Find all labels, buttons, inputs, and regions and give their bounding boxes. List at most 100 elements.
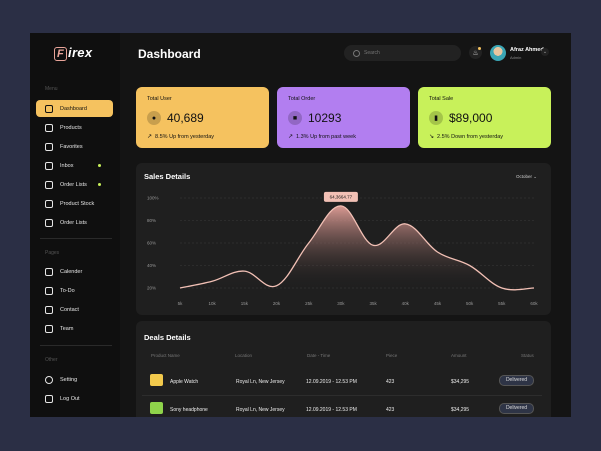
todo-icon bbox=[45, 286, 53, 295]
x-tick-label: 40k bbox=[402, 301, 410, 306]
user-role: Admin bbox=[510, 55, 522, 60]
location: Royal Ln, New Jersey bbox=[236, 407, 285, 413]
sidebar-item-label: Calender bbox=[60, 268, 83, 275]
sidebar-item-team[interactable]: Team bbox=[36, 320, 113, 337]
panel-title: Sales Details bbox=[144, 172, 191, 181]
sidebar-item-label: Favorites bbox=[60, 143, 83, 150]
trend-up-icon: ↗ bbox=[288, 134, 294, 140]
sidebar-item-todo[interactable]: To-Do bbox=[36, 282, 113, 299]
sidebar-item-label: Log Out bbox=[60, 395, 80, 402]
table-row[interactable]: Apple Watch Royal Ln, New Jersey 12.09.2… bbox=[142, 372, 542, 392]
x-tick-label: 55k bbox=[498, 301, 506, 306]
date-time: 12.09.2019 - 12.53 PM bbox=[306, 407, 357, 413]
stat-title: Total User bbox=[147, 96, 172, 102]
unread-dot bbox=[98, 164, 101, 167]
stat-trend-text: 1.3% Up from past week bbox=[296, 133, 356, 140]
menu-section-label: Menu bbox=[45, 86, 58, 92]
sidebar-item-favorites[interactable]: Favorites bbox=[36, 138, 113, 155]
sidebar-item-label: Team bbox=[60, 325, 74, 332]
trend-up-icon: ↗ bbox=[147, 134, 153, 140]
stat-trend-text: 8.5% Up from yesterday bbox=[155, 133, 215, 140]
y-tick-label: 20% bbox=[147, 286, 156, 291]
team-icon bbox=[45, 324, 53, 333]
chart-icon: ▮ bbox=[429, 111, 443, 125]
inbox-icon bbox=[45, 161, 53, 170]
notification-dot bbox=[478, 47, 481, 50]
unread-dot bbox=[98, 183, 101, 186]
sidebar-divider bbox=[40, 238, 112, 239]
sales-area-fill bbox=[180, 205, 534, 290]
sidebar-item-label: Product Stock bbox=[60, 200, 95, 207]
user-name: Afraz Ahmed bbox=[510, 47, 544, 53]
column-header: Amount bbox=[451, 353, 467, 358]
list-icon bbox=[45, 180, 53, 189]
notification-button[interactable]: ♨ bbox=[469, 46, 482, 59]
x-tick-label: 10k bbox=[209, 301, 217, 306]
tooltip-value: 64,3664.77 bbox=[330, 194, 353, 199]
sidebar-item-label: Contact bbox=[60, 306, 79, 313]
sidebar-item-label: Order Lists bbox=[60, 181, 87, 188]
y-tick-label: 100% bbox=[147, 196, 159, 201]
stat-card-total-sale[interactable]: Total Sale ▮ $89,000 ↘ 2.5% Down from yes… bbox=[418, 87, 551, 148]
sidebar-divider bbox=[40, 345, 112, 346]
month-select[interactable]: October ⌄ bbox=[515, 174, 537, 179]
sidebar-item-product-stock[interactable]: Product Stock bbox=[36, 195, 113, 212]
product-thumbnail bbox=[150, 402, 163, 414]
chevron-down-icon[interactable]: ⌄ bbox=[541, 48, 549, 56]
sidebar-item-label: Order Lists bbox=[60, 219, 87, 226]
table-row[interactable]: Sony headphone Royal Ln, New Jersey 12.0… bbox=[142, 400, 542, 417]
product-thumbnail bbox=[150, 374, 163, 386]
cube-icon bbox=[45, 199, 53, 208]
x-tick-label: 15k bbox=[241, 301, 249, 306]
trend-down-icon: ↘ bbox=[429, 134, 435, 140]
other-section-label: Other bbox=[45, 357, 58, 363]
page-title: Dashboard bbox=[138, 47, 201, 61]
sidebar-item-calender[interactable]: Calender bbox=[36, 263, 113, 280]
stat-title: Total Order bbox=[288, 96, 316, 102]
logo-text: irex bbox=[68, 45, 93, 60]
logo-mark: F bbox=[54, 47, 68, 61]
logout-icon bbox=[45, 394, 53, 403]
stat-trend: ↗ 1.3% Up from past week bbox=[288, 133, 356, 141]
sidebar-item-products[interactable]: Products bbox=[36, 119, 113, 136]
sales-details-panel: Sales Details October ⌄ 100% 80% 60% 40% 20%… bbox=[136, 163, 551, 315]
avatar[interactable] bbox=[490, 45, 506, 61]
sidebar-item-order-lists-2[interactable]: Order Lists bbox=[36, 214, 113, 231]
piece: 423 bbox=[386, 407, 395, 413]
sidebar-item-order-lists[interactable]: Order Lists bbox=[36, 176, 113, 193]
sidebar-item-contact[interactable]: Contact bbox=[36, 301, 113, 318]
x-tick-label: 30k bbox=[337, 301, 345, 306]
dashboard-icon bbox=[45, 104, 53, 113]
status-badge: Delivered bbox=[499, 403, 534, 414]
search-input[interactable] bbox=[364, 50, 444, 56]
deals-details-panel: Deals Details Product Name Location Date… bbox=[136, 321, 551, 417]
stat-title: Total Sale bbox=[429, 96, 454, 102]
gear-icon bbox=[45, 375, 53, 384]
sidebar-item-logout[interactable]: Log Out bbox=[36, 390, 113, 407]
list-icon bbox=[45, 218, 53, 227]
heart-icon bbox=[45, 142, 53, 151]
sidebar-item-label: Inbox bbox=[60, 162, 74, 169]
users-icon: ● bbox=[147, 111, 161, 125]
sidebar-item-dashboard[interactable]: Dashboard bbox=[36, 100, 113, 117]
stat-card-total-order[interactable]: Total Order ■ 10293 ↗ 1.3% Up from past w… bbox=[277, 87, 410, 148]
stat-value: 10293 bbox=[308, 111, 342, 125]
y-tick-label: 40% bbox=[147, 263, 156, 268]
stat-card-total-user[interactable]: Total User ● 40,689 ↗ 8.5% Up from yester… bbox=[136, 87, 269, 148]
search-bar[interactable] bbox=[344, 45, 461, 61]
sidebar-item-label: Dashboard bbox=[60, 105, 87, 112]
sidebar-item-setting[interactable]: Setting bbox=[36, 371, 113, 388]
sidebar-item-label: To-Do bbox=[60, 287, 75, 294]
y-tick-label: 60% bbox=[147, 241, 156, 246]
box-icon bbox=[45, 123, 53, 132]
x-tick-label: 35k bbox=[369, 301, 377, 306]
piece: 423 bbox=[386, 379, 395, 385]
x-tick-label: 45k bbox=[434, 301, 442, 306]
column-header: Date - Time bbox=[307, 353, 331, 358]
column-header: Status bbox=[521, 353, 534, 358]
stat-trend: ↘ 2.5% Down from yesterday bbox=[429, 133, 503, 141]
panel-title: Deals Details bbox=[144, 333, 191, 342]
sidebar-item-inbox[interactable]: Inbox bbox=[36, 157, 113, 174]
